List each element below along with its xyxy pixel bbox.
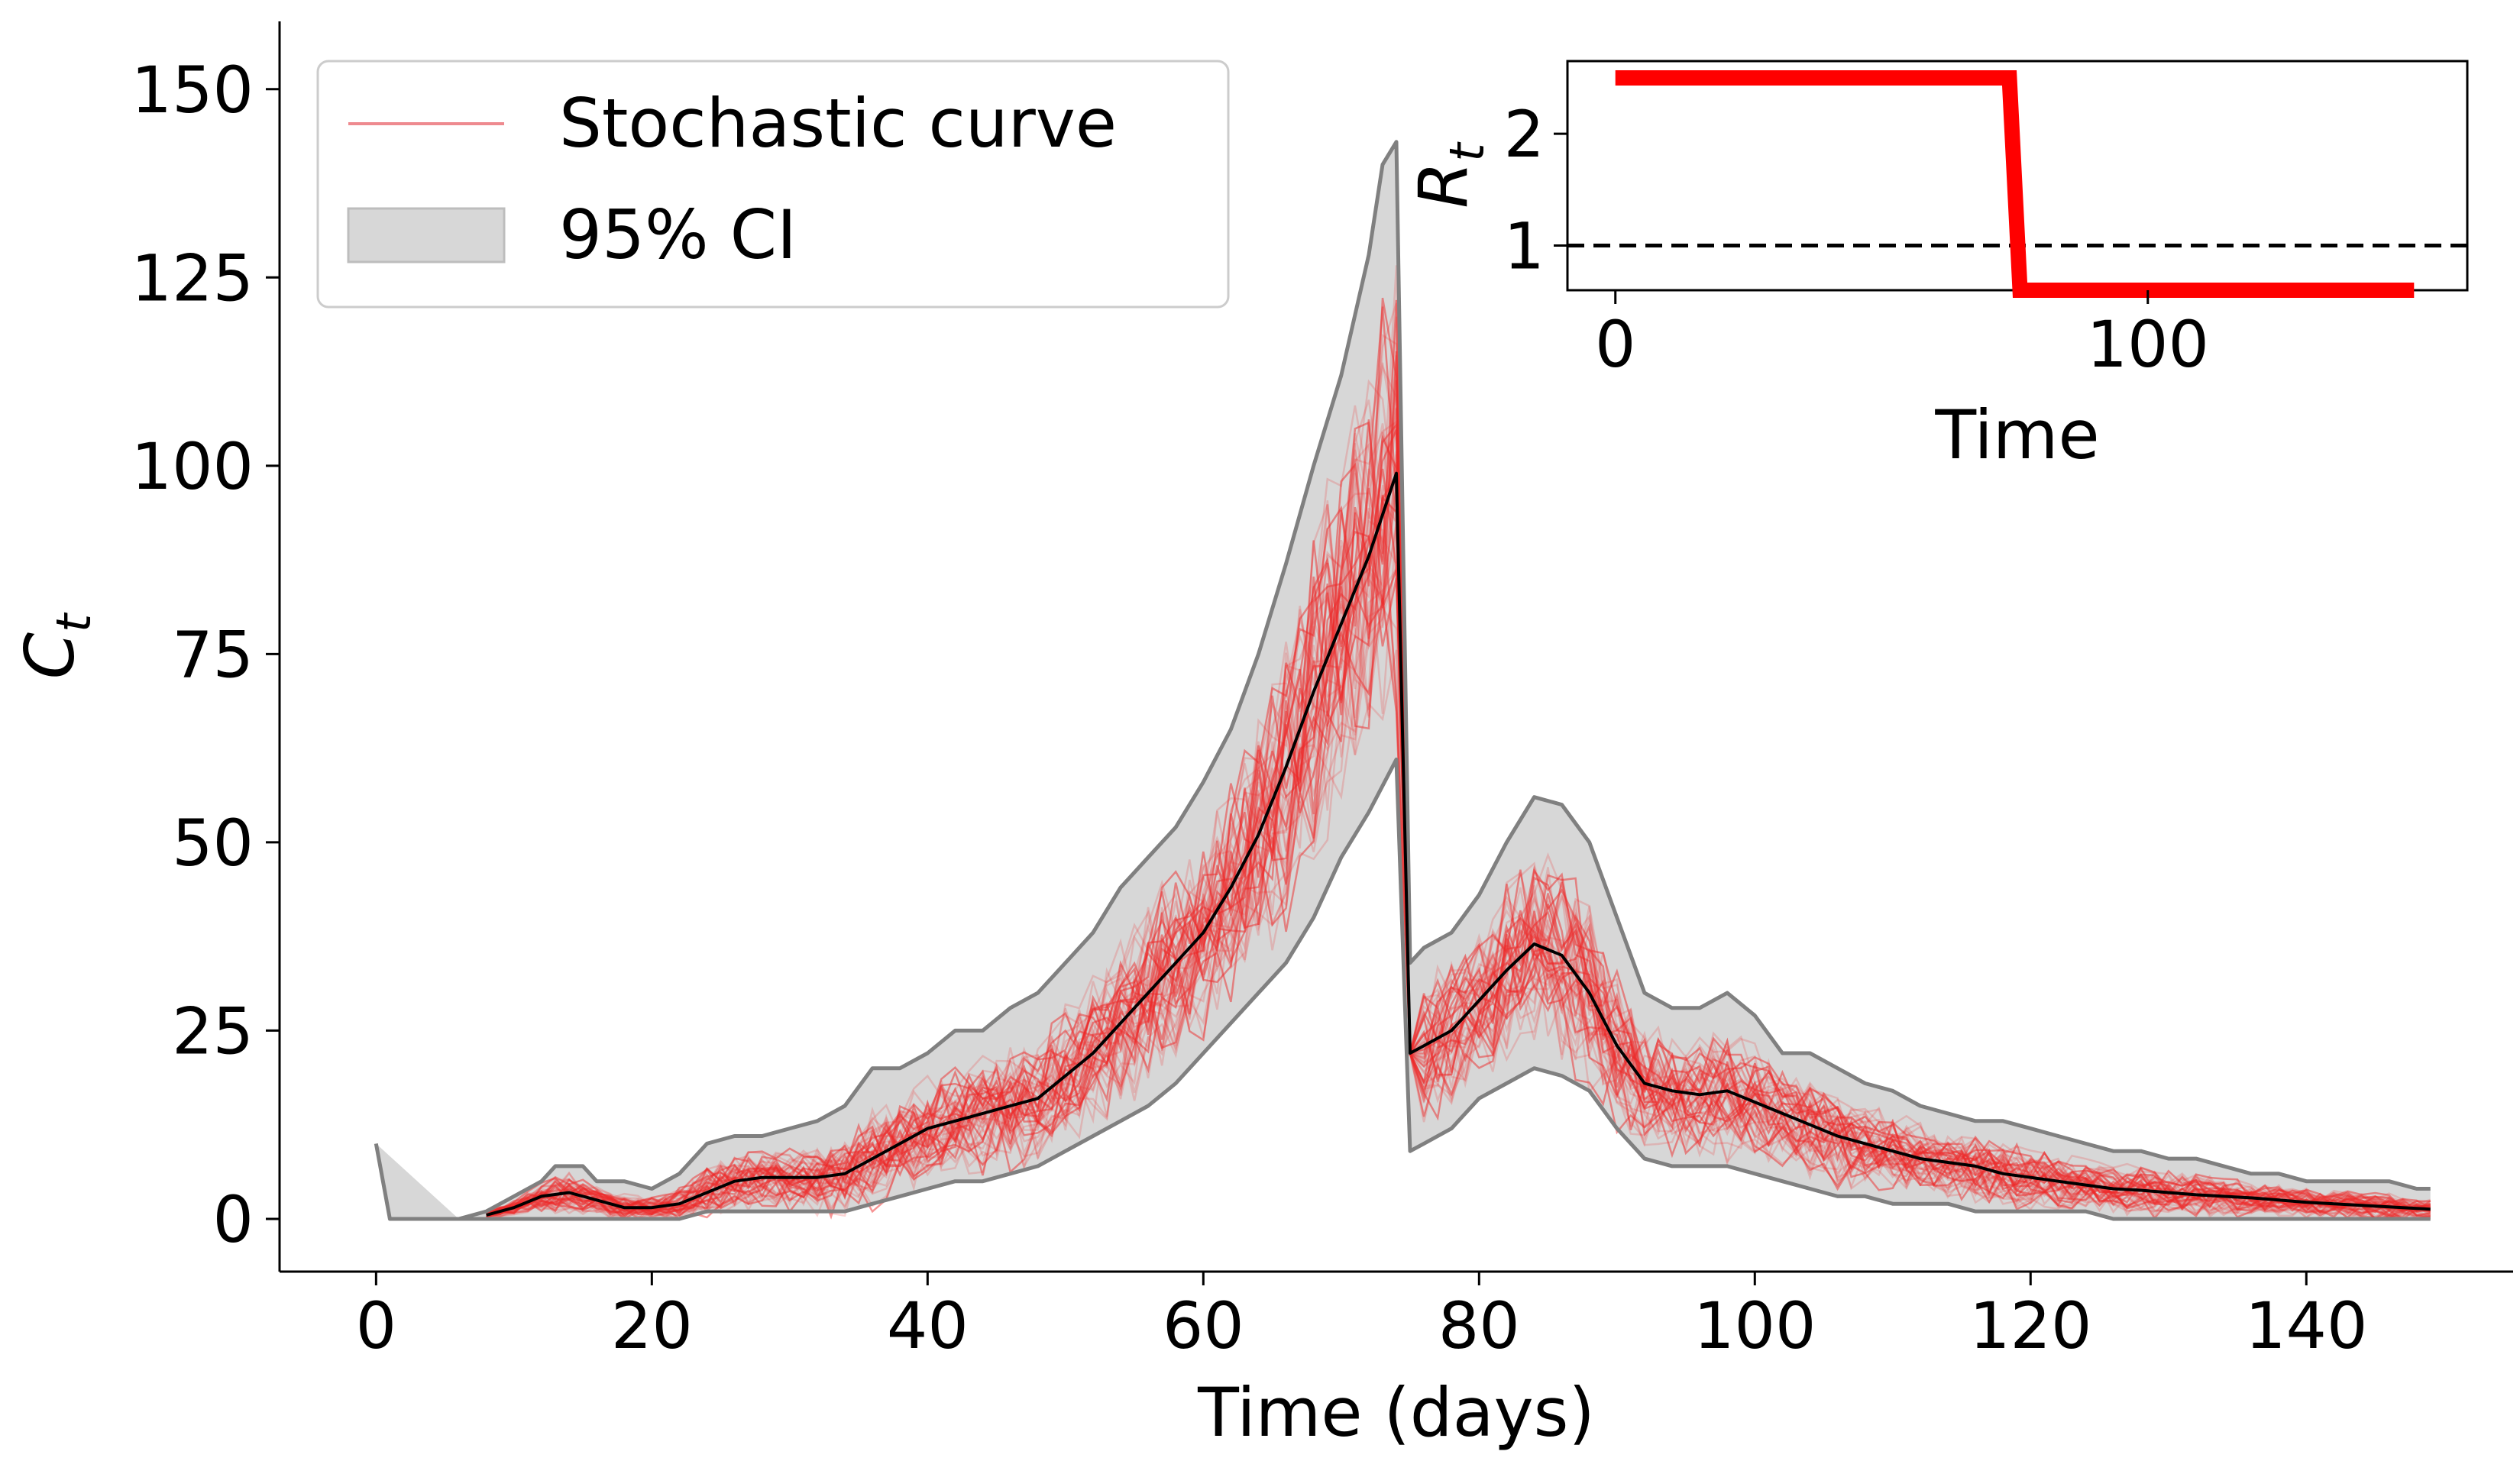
ci-lower-line <box>458 757 2431 1221</box>
x-tick-label: 140 <box>2245 1288 2367 1363</box>
stochastic-curve <box>486 306 2431 1215</box>
stochastic-curve <box>486 522 2431 1220</box>
legend-stochastic-label: Stochastic curve <box>559 84 1117 163</box>
stochastic-curve <box>486 408 2431 1215</box>
y-tick-label: 25 <box>172 994 254 1068</box>
ci-upper-line <box>374 140 2431 1221</box>
x-tick-label: 40 <box>887 1288 969 1363</box>
inset-x-tick-label: 100 <box>2087 307 2209 382</box>
y-tick-label: 100 <box>131 429 254 504</box>
stochastic-curve <box>486 522 2431 1220</box>
inset-y-tick-label: 1 <box>1504 208 1545 283</box>
x-tick-label: 20 <box>611 1288 693 1363</box>
inset-y-tick-label: 2 <box>1504 97 1545 172</box>
inset-plot: 0 100 1 2 Time Rt <box>1404 60 2469 474</box>
x-tick-label: 80 <box>1438 1288 1520 1363</box>
legend: Stochastic curve 95% CI <box>316 60 1230 309</box>
legend-ci-swatch <box>347 207 506 263</box>
inset-x-axis-label: Time <box>1934 396 2099 474</box>
stochastic-curves <box>486 265 2431 1220</box>
y-tick-label: 125 <box>131 241 254 315</box>
inset-y-axis-label-base: R <box>1404 162 1483 208</box>
legend-frame <box>316 60 1230 309</box>
stochastic-curve <box>486 649 2431 1220</box>
stochastic-curve <box>486 420 2431 1216</box>
y-tick-label: 0 <box>213 1182 254 1257</box>
stochastic-curve <box>486 379 2431 1217</box>
y-axis-label-sub: t <box>46 612 102 632</box>
inset-lines <box>1567 70 2467 298</box>
x-axis-label: Time (days) <box>1197 1373 1595 1452</box>
y-tick-label: 50 <box>172 806 254 881</box>
inset-y-axis-label: Rt <box>1404 141 1495 208</box>
mean-line <box>486 471 2431 1217</box>
stochastic-curve <box>486 333 2431 1216</box>
stochastic-curve <box>486 407 2431 1215</box>
y-axis-label: Ct <box>11 612 102 679</box>
inset-ticks: 0 100 1 2 <box>1504 97 2209 382</box>
x-tick-label: 60 <box>1163 1288 1244 1363</box>
y-axis-label-base: C <box>11 632 89 679</box>
stochastic-curve <box>486 364 2431 1214</box>
stochastic-curve <box>486 265 2431 1216</box>
stochastic-curve <box>486 606 2431 1219</box>
stochastic-curve <box>486 302 2431 1216</box>
y-tick-label: 150 <box>131 53 254 128</box>
x-tick-label: 0 <box>356 1288 396 1363</box>
ci-and-mean-lines <box>374 140 2431 1221</box>
x-tick-label: 100 <box>1693 1288 1816 1363</box>
inset-y-axis-label-sub: t <box>1439 141 1495 162</box>
x-tick-label: 120 <box>1969 1288 2091 1363</box>
stochastic-curve <box>486 597 2431 1220</box>
y-tick-label: 75 <box>172 617 254 692</box>
rt-line <box>1615 70 2415 298</box>
inset-x-tick-label: 0 <box>1595 307 1635 382</box>
legend-ci-label: 95% CI <box>559 196 797 274</box>
